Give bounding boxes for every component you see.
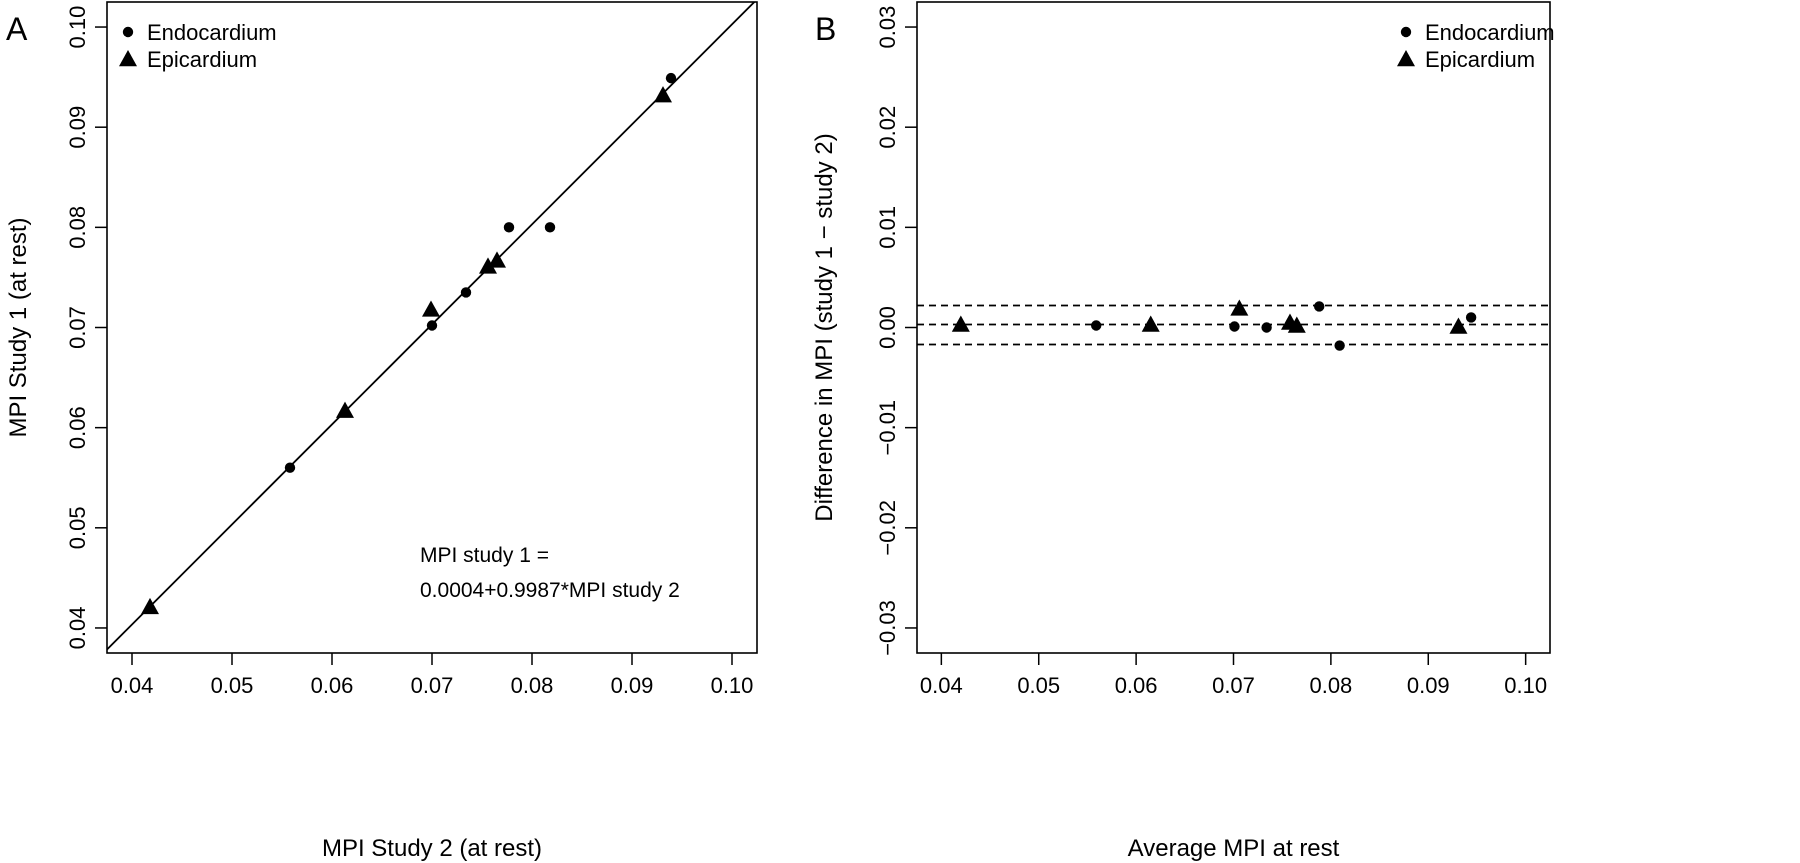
x-axis-label: Average MPI at rest bbox=[1128, 835, 1340, 862]
epicardium-point bbox=[141, 597, 159, 615]
x-tick-label: 0.09 bbox=[1407, 673, 1450, 698]
endocardium-point bbox=[1334, 340, 1345, 351]
y-tick-label: 0.02 bbox=[875, 106, 900, 149]
x-tick-label: 0.10 bbox=[711, 673, 754, 698]
y-tick-label: 0.01 bbox=[875, 206, 900, 249]
epicardium-point bbox=[654, 86, 672, 103]
x-tick-label: 0.06 bbox=[311, 673, 354, 698]
x-tick-label: 0.04 bbox=[920, 673, 963, 698]
x-tick-label: 0.09 bbox=[611, 673, 654, 698]
legend-epicardium-marker bbox=[119, 50, 137, 67]
endocardium-point bbox=[1090, 320, 1102, 331]
y-tick-label: 0.10 bbox=[65, 6, 90, 49]
panel-b-letter: B bbox=[815, 11, 836, 47]
legend-label: Epicardium bbox=[147, 47, 257, 72]
endocardium-point bbox=[1261, 322, 1272, 333]
legend-label: Endocardium bbox=[1425, 20, 1555, 45]
endocardium-point bbox=[1313, 301, 1325, 312]
x-tick-label: 0.10 bbox=[1504, 673, 1547, 698]
panel-b: 0.04 0.05 0.06 0.07 0.08 0.09 0.10 −0.03 −0.02 −0… bbox=[811, 1, 1555, 862]
panel-a-letter: A bbox=[6, 11, 28, 47]
epicardium-point bbox=[479, 257, 497, 274]
y-tick-label: −0.03 bbox=[875, 600, 900, 656]
panel-a: 0.04 0.05 0.06 0.07 0.08 0.09 0.10 0.04 0.05 0.06… bbox=[5, 1, 758, 862]
y-tick-label: −0.01 bbox=[875, 400, 900, 456]
y-tick-label: 0.00 bbox=[875, 306, 900, 349]
x-tick-label: 0.08 bbox=[1309, 673, 1352, 698]
x-tick-label: 0.08 bbox=[511, 673, 554, 698]
y-tick-label: 0.08 bbox=[65, 206, 90, 249]
y-axis-label: MPI Study 1 (at rest) bbox=[5, 217, 32, 437]
regression-annotation: 0.0004+0.9987*MPI study 2 bbox=[420, 579, 680, 602]
endocardium-point bbox=[503, 222, 515, 233]
epicardium-point bbox=[488, 251, 506, 268]
legend-label: Endocardium bbox=[147, 20, 277, 45]
endocardium-point bbox=[544, 222, 556, 233]
epicardium-point bbox=[1287, 316, 1306, 333]
y-tick-label: 0.09 bbox=[65, 106, 90, 149]
y-tick-label: 0.03 bbox=[875, 6, 900, 49]
x-tick-label: 0.07 bbox=[411, 673, 454, 698]
epicardium-point bbox=[422, 300, 440, 317]
endocardium-point bbox=[426, 320, 438, 331]
epicardium-point bbox=[1141, 315, 1160, 332]
x-tick-label: 0.05 bbox=[211, 673, 254, 698]
endocardium-point bbox=[665, 72, 677, 84]
endocardium-point bbox=[284, 462, 296, 473]
legend-epicardium-marker bbox=[1397, 50, 1415, 67]
y-tick-label: 0.05 bbox=[65, 506, 90, 549]
x-tick-label: 0.07 bbox=[1212, 673, 1255, 698]
epicardium-point bbox=[1449, 317, 1468, 334]
legend-endocardium-marker bbox=[1400, 26, 1412, 38]
x-axis-label: MPI Study 2 (at rest) bbox=[322, 835, 542, 862]
y-tick-label: 0.04 bbox=[65, 607, 90, 650]
epicardium-point bbox=[336, 401, 354, 418]
endocardium-point bbox=[1465, 312, 1477, 323]
legend-endocardium-marker bbox=[122, 26, 134, 38]
endocardium-point bbox=[460, 287, 472, 298]
regression-annotation: MPI study 1 = bbox=[420, 544, 549, 567]
y-tick-label: 0.07 bbox=[65, 306, 90, 349]
y-tick-label: 0.06 bbox=[65, 406, 90, 449]
x-tick-label: 0.06 bbox=[1115, 673, 1158, 698]
endocardium-point bbox=[1229, 321, 1240, 332]
y-axis-label: Difference in MPI (study 1 − study 2) bbox=[811, 133, 838, 521]
epicardium-point bbox=[1230, 299, 1249, 316]
x-tick-label: 0.05 bbox=[1017, 673, 1060, 698]
epicardium-point bbox=[951, 315, 970, 332]
legend-label: Epicardium bbox=[1425, 47, 1535, 72]
y-tick-label: −0.02 bbox=[875, 500, 900, 556]
x-tick-label: 0.04 bbox=[111, 673, 154, 698]
